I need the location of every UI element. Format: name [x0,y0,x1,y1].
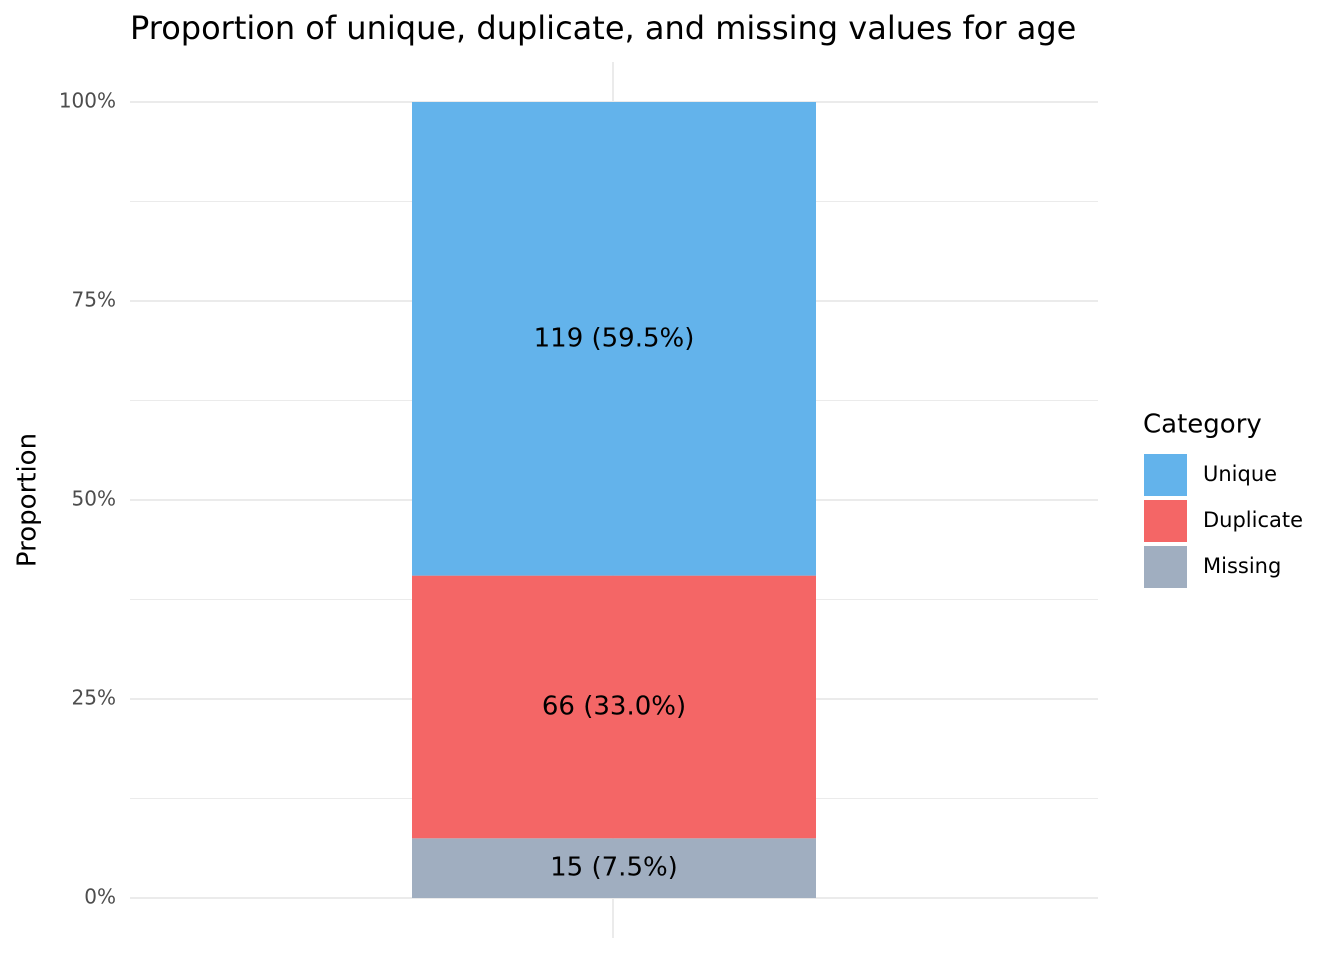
legend-key [1144,546,1187,588]
data-label: 119 (59.5%) [534,323,695,353]
bar-segment [412,838,816,898]
y-tick-label: 75% [72,288,116,312]
legend-label: Duplicate [1203,508,1303,532]
legend-title: Category [1143,410,1262,440]
legend-key [1144,454,1187,496]
legend-label: Unique [1203,462,1277,486]
y-tick-label: 50% [72,487,116,511]
y-tick-label: 25% [72,686,116,710]
legend-label: Missing [1203,554,1281,578]
y-tick-label: 0% [84,885,116,909]
data-label: 66 (33.0%) [542,691,686,721]
chart-title: Proportion of unique, duplicate, and mis… [130,9,1076,47]
y-axis-label: Proportion [13,433,43,567]
data-label: 15 (7.5%) [550,853,678,883]
bar-segment [412,102,816,576]
legend-key [1144,500,1187,542]
bar-segment [412,575,816,839]
y-tick-label: 100% [59,89,116,113]
